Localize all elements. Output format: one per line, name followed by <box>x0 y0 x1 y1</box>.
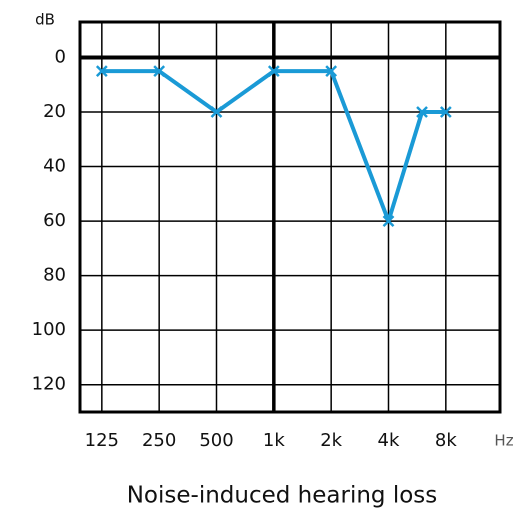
x-tick-label: 125 <box>85 430 119 451</box>
plot-frame <box>78 20 502 414</box>
data-marker <box>439 106 452 118</box>
y-tick-label: 20 <box>43 101 66 122</box>
y-tick-label: 120 <box>32 374 66 395</box>
data-marker <box>325 65 338 77</box>
data-marker <box>267 65 280 77</box>
y-tick-label: 100 <box>32 319 66 340</box>
x-tick-label: 4k <box>378 430 400 451</box>
data-marker <box>210 106 223 118</box>
y-axis-label: dB <box>35 11 55 29</box>
data-marker <box>95 65 108 77</box>
x-tick-label: 250 <box>142 430 176 451</box>
data-marker <box>416 106 428 118</box>
chart-title: Noise-induced hearing loss <box>127 483 438 509</box>
data-line <box>101 69 446 224</box>
y-tick-label: 40 <box>43 156 66 177</box>
y-tick-label: 80 <box>43 265 66 286</box>
y-tick-label: 60 <box>43 210 66 231</box>
data-marker <box>153 65 166 77</box>
y-tick-label: 0 <box>55 46 66 67</box>
x-tick-label: 1k <box>263 430 285 451</box>
x-tick-label: 8k <box>435 430 457 451</box>
x-axis-label: Hz <box>494 432 513 450</box>
x-tick-label: 2k <box>320 430 342 451</box>
x-tick-label: 500 <box>199 430 233 451</box>
data-marker <box>382 215 395 227</box>
